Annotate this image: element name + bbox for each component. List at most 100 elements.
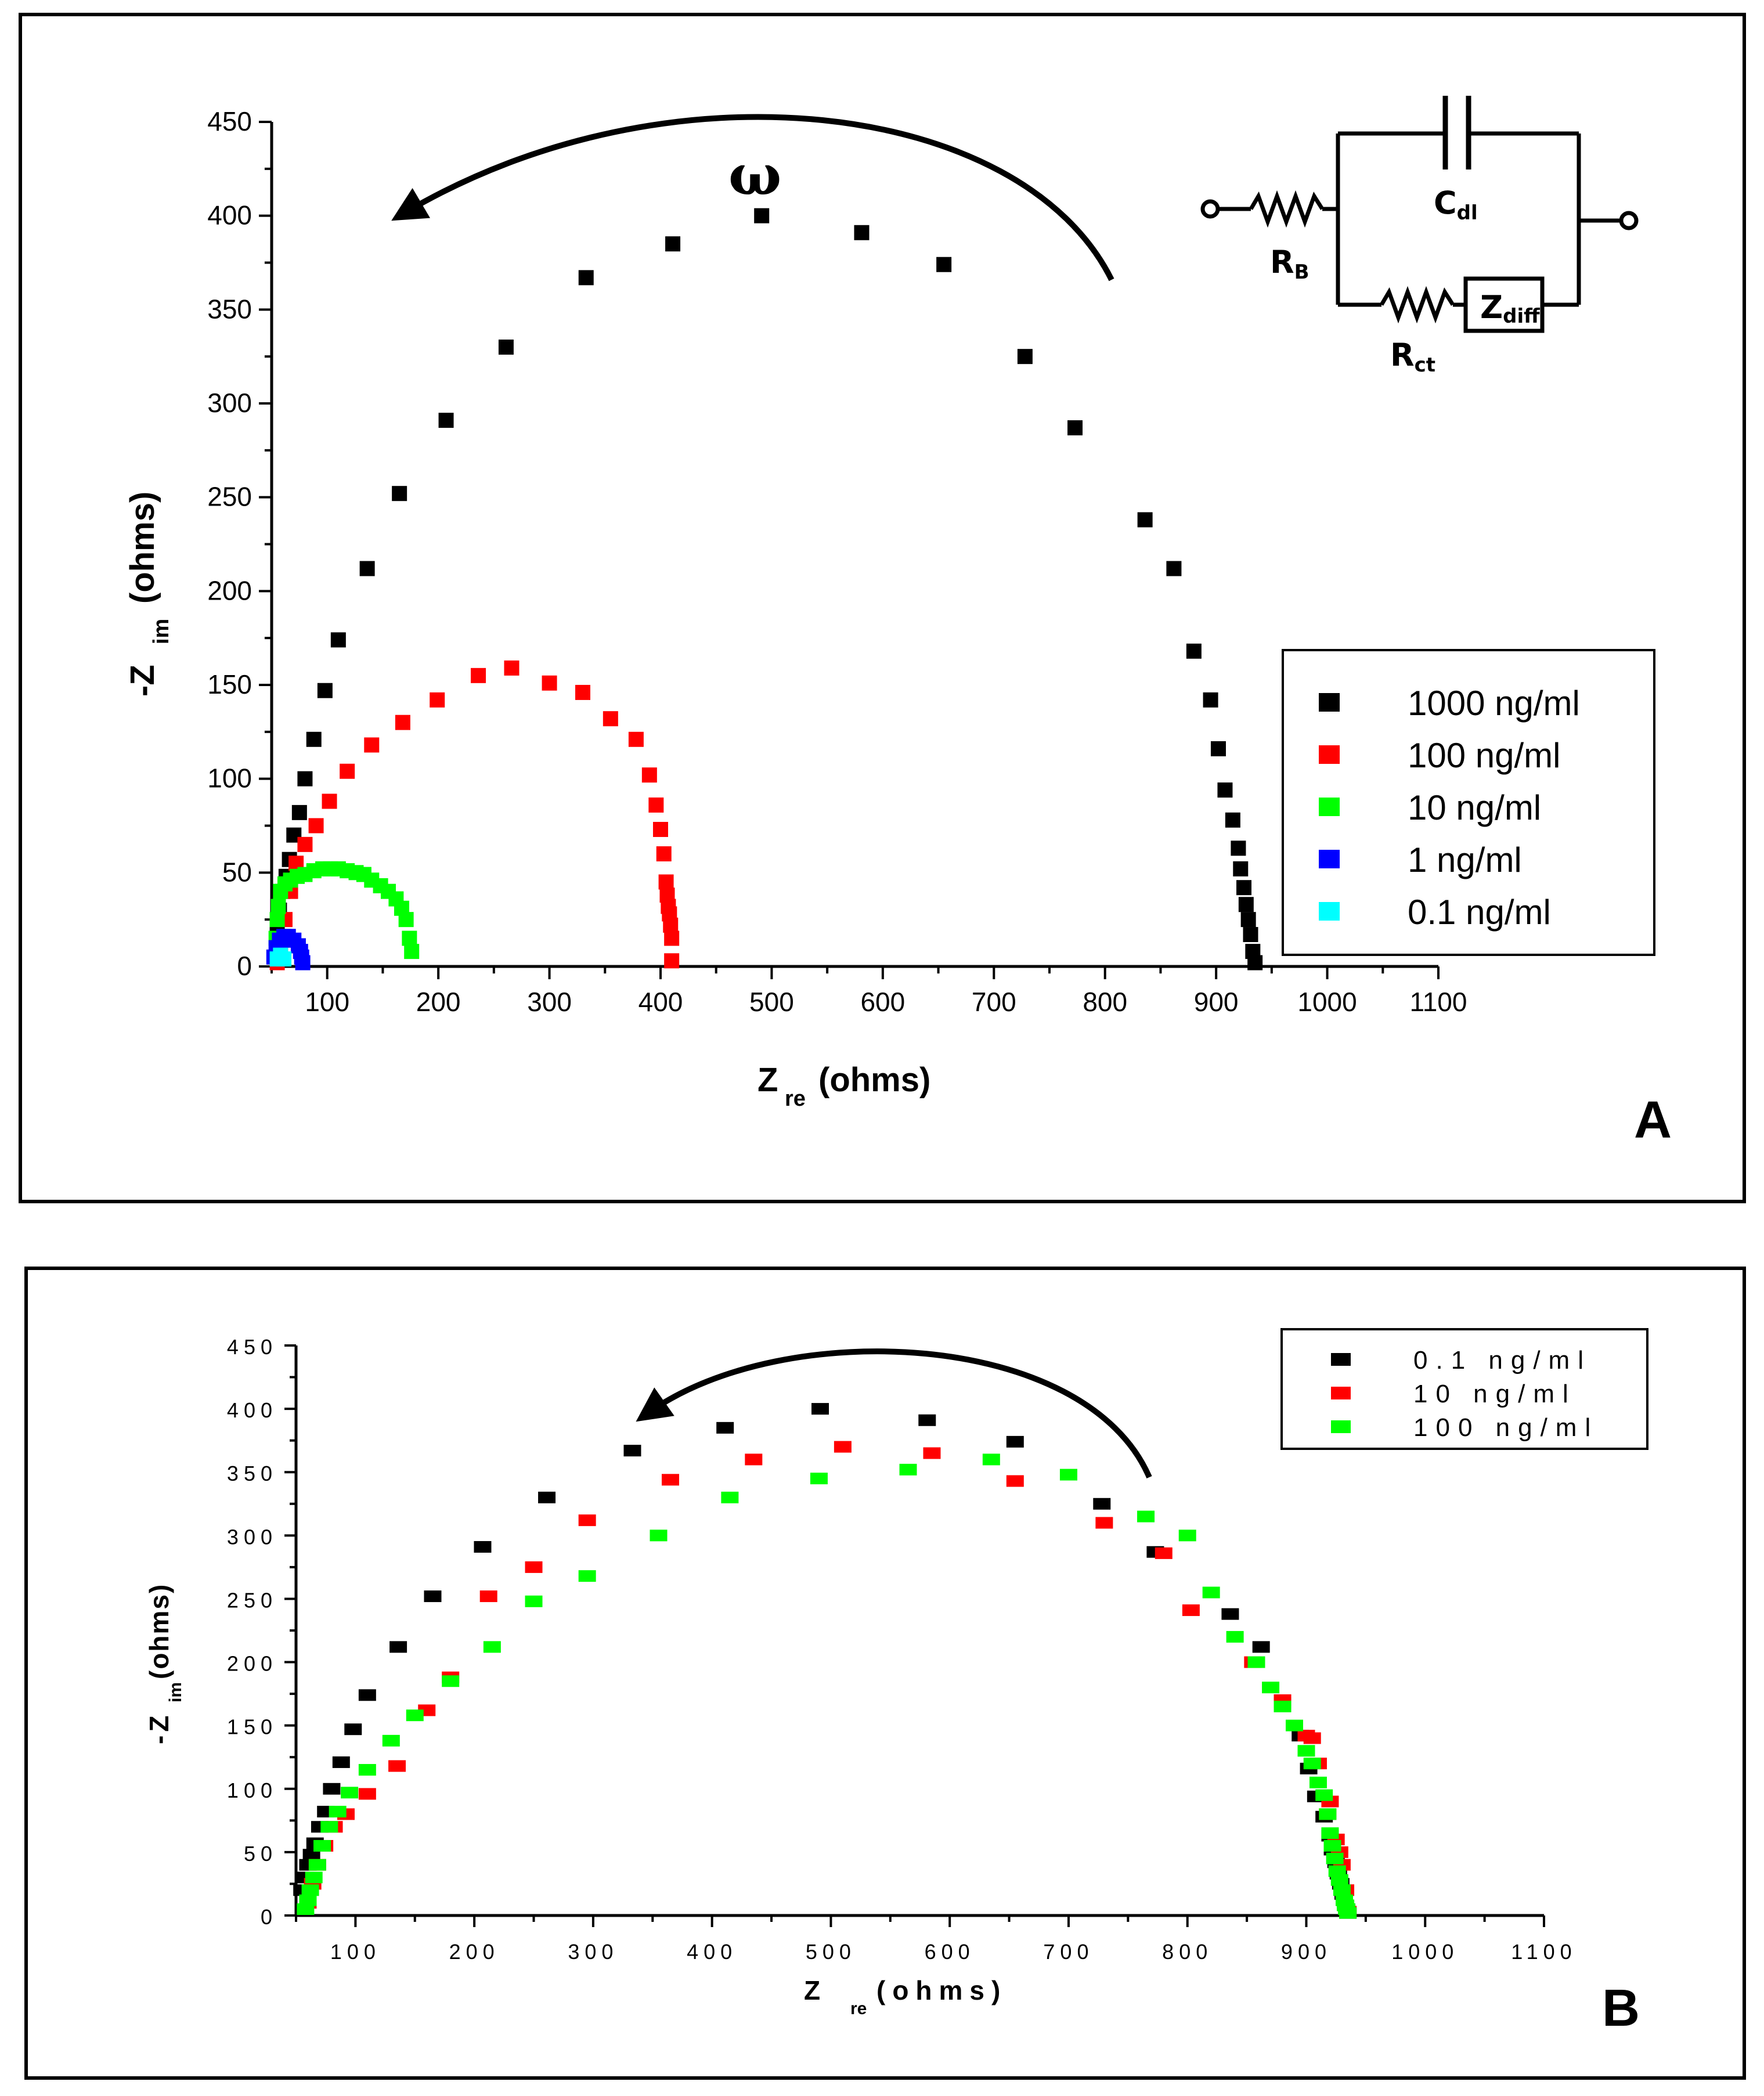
panel-b-y-tick-label: 400 [227,1398,277,1422]
data-point [471,668,486,683]
data-point [388,1760,406,1772]
data-point [308,818,324,834]
data-point [1247,955,1263,971]
data-point [1017,349,1033,365]
data-point [662,1474,679,1486]
panel-a-x-axis-unit: (ohms) [818,1061,930,1099]
panel-b-y-tick-label: 450 [227,1335,277,1359]
data-point [330,632,346,648]
panel-b-y-tick-label: 0 [261,1905,277,1929]
data-point [658,874,674,890]
panel-a-y-tick-label: 200 [207,575,252,605]
panel-a: 0 50 100 150 200 250 300 350 400 450 100 200 300 400 5… [19,13,1746,1203]
panel-b-y-axis-subscript: im [166,1682,185,1702]
panel-b-y-axis-title-group: -Z im (ohms) [144,1583,185,1744]
data-point [358,1689,376,1701]
panel-a-y-tick-label: 0 [237,951,252,981]
resistor-rb-symbol [1249,190,1324,228]
panel-a-data-points [266,208,1263,971]
panel-a-y-tick-label: 50 [222,857,252,887]
panel-a-y-tick-label: 450 [207,106,252,136]
resistor-rct-symbol [1379,286,1455,324]
data-point [359,561,375,576]
panel-a-x-axis-subscript: re [785,1087,806,1111]
data-point [317,683,333,698]
series-10-ng-ml [268,861,420,959]
data-point [1006,1475,1024,1487]
panel-a-x-tick-label: 900 [1194,987,1239,1017]
data-point [276,951,292,967]
panel-b-y-tick-label: 50 [244,1842,277,1866]
data-point [721,1491,739,1503]
data-point [578,1514,596,1527]
data-point [1095,1517,1113,1529]
panel-a-frequency-arrow [391,114,1114,282]
panel-a-x-tick-label: 500 [749,987,794,1017]
panel-a-y-tick-label: 100 [207,763,252,793]
series-100-ng-ml [269,660,680,971]
panel-a-axes: 0 50 100 150 200 250 300 350 400 450 100 200 300 400 5… [207,106,1467,1017]
panel-a-y-axis-subscript: im [149,619,174,644]
panel-a-x-tick-label: 300 [527,987,572,1017]
panel-a-y-tick-label: 300 [207,388,252,418]
panel-b-x-axis-unit: (ohms) [876,1975,1007,2005]
panel-b-y-tick-label: 100 [227,1778,277,1802]
panel-b-y-axis-title: -Z [144,1712,174,1744]
label-rb: RB [1270,244,1310,284]
data-point [1243,927,1258,943]
data-point [430,692,445,708]
data-point [302,1849,320,1861]
data-point [1221,1608,1239,1620]
panel-a-legend-box [1282,649,1655,956]
panel-a-y-tick-label: 400 [207,200,252,230]
data-point [269,912,285,928]
panel-a-x-tick-label: 700 [972,987,1016,1017]
data-point [656,846,672,861]
data-point [1006,1435,1024,1448]
panel-b-legend: 0.1 ng/ml 10 ng/ml 100 ng/ml [1280,1328,1648,1450]
data-point [340,763,355,779]
panel-a-x-tick-label: 1100 [1410,987,1467,1017]
data-point [1309,1776,1327,1788]
data-point [313,1839,331,1852]
data-point [1166,561,1182,576]
data-point [1202,1586,1220,1599]
data-point [297,1903,315,1915]
data-point [1233,861,1249,876]
legend-label: 10 ng/ml [1413,1380,1577,1408]
data-point [578,1570,596,1582]
data-point [1236,880,1251,896]
panel-b-x-axis-subscript: re [850,1999,867,2018]
data-point [1067,420,1083,436]
data-point [1059,1469,1077,1481]
equivalent-circuit: RB Cdl Rct Zdiff [1200,96,1639,377]
legend-marker [1331,1387,1351,1399]
data-point [754,208,770,223]
data-point [662,906,677,922]
data-point [1093,1498,1111,1510]
panel-b-x-tick-label: 500 [806,1940,856,1964]
data-point [389,1641,407,1653]
panel-b-x-tick-label: 200 [449,1940,500,1964]
data-point [1225,812,1240,828]
data-point [438,413,454,428]
data-point [664,930,680,946]
data-point [332,1756,350,1768]
legend-marker [1319,850,1340,868]
data-point [1226,1630,1244,1643]
data-point [538,1491,556,1503]
panel-a-y-axis-unit: (ohms) [124,492,161,604]
data-point [648,797,664,813]
data-point [406,1709,424,1722]
data-point [650,1529,668,1542]
panel-b-label: B [1602,1979,1640,2037]
panel-a-x-tick-label: 100 [305,987,349,1017]
data-point [1240,912,1256,928]
data-point [1339,1907,1357,1919]
panel-b-y-tick-label: 200 [227,1652,277,1676]
series-100-ng-ml [297,1453,1357,1919]
data-point [402,930,417,946]
data-point [308,1859,326,1871]
panel-b-data-points [293,1403,1357,1919]
panel-b-x-tick-label: 1100 [1511,1940,1577,1964]
